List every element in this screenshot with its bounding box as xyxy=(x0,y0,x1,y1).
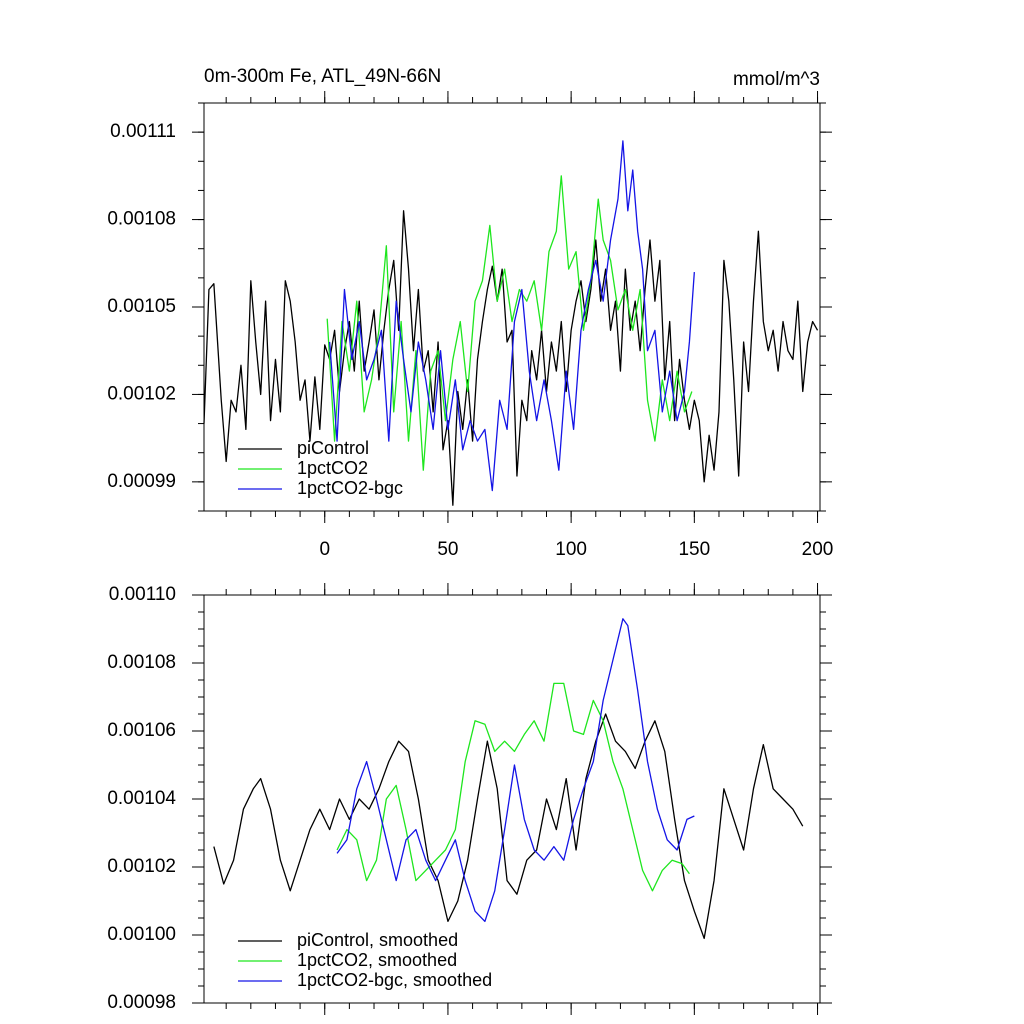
y-tick-label: 0.00110 xyxy=(109,584,176,605)
y-tick-label: 0.00108 xyxy=(107,209,176,230)
x-tick-label: 0 xyxy=(319,539,330,560)
legend-label: piControl xyxy=(297,438,369,458)
chart-title: 0m-300m Fe, ATL_49N-66N xyxy=(204,66,441,87)
legend-label: piControl, smoothed xyxy=(297,930,458,950)
y-tick-label: 0.00102 xyxy=(107,383,176,404)
y-tick-label: 0.00111 xyxy=(110,121,176,142)
y-tick-label: 0.00106 xyxy=(107,720,176,741)
x-tick-label: 200 xyxy=(802,539,834,560)
y-tick-label: 0.00104 xyxy=(107,788,176,809)
x-tick-label: 50 xyxy=(437,539,458,560)
y-tick-label: 0.00099 xyxy=(107,471,176,492)
x-tick-label: 150 xyxy=(678,539,710,560)
legend-label: 1pctCO2 xyxy=(297,458,368,478)
legend-label: 1pctCO2-bgc xyxy=(297,478,403,498)
y-tick-label: 0.00105 xyxy=(107,296,176,317)
series-line xyxy=(326,175,693,471)
series-line xyxy=(213,713,804,940)
legend-label: 1pctCO2, smoothed xyxy=(297,950,457,970)
series-line xyxy=(203,210,819,506)
series-line xyxy=(336,682,690,892)
y-tick-label: 0.00098 xyxy=(107,992,176,1013)
x-tick-label: 100 xyxy=(555,539,587,560)
series-line xyxy=(329,140,695,492)
units-label: mmol/m^3 xyxy=(733,69,820,90)
y-tick-label: 0.00102 xyxy=(107,856,176,877)
y-tick-label: 0.00100 xyxy=(107,924,176,945)
series-line xyxy=(336,618,695,923)
legend-label: 1pctCO2-bgc, smoothed xyxy=(297,970,492,990)
y-tick-label: 0.00108 xyxy=(107,652,176,673)
